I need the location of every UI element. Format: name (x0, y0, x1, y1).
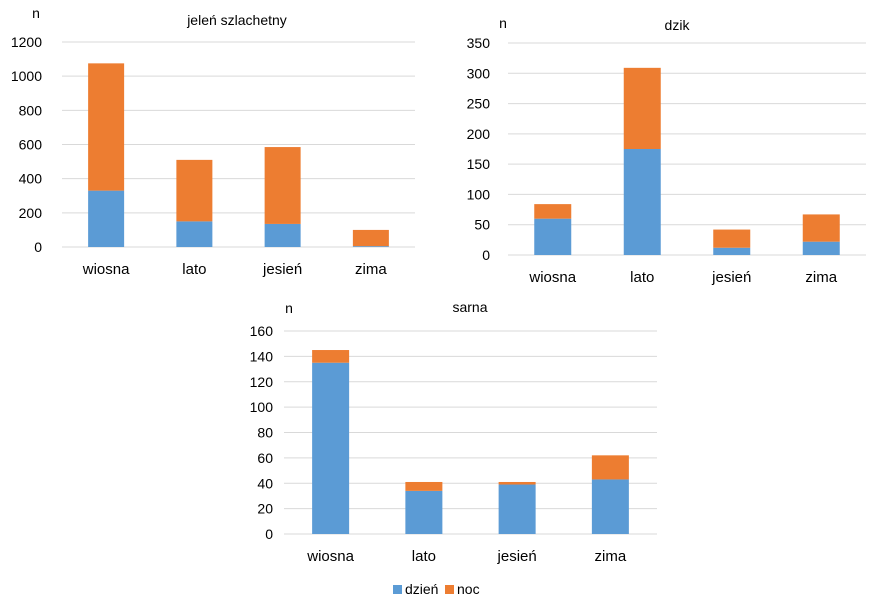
chart-panel-dzik: 0 50 100 150 200 250 300 350 wiosna lato jesień zim… (467, 15, 866, 286)
bar-dzien-zima (591, 479, 629, 534)
bar-dzien-lato (176, 221, 213, 247)
y-tick-label: 0 (482, 247, 490, 263)
y-tick-label: 250 (467, 96, 491, 112)
y-tick-label: 0 (265, 526, 273, 542)
bar-noc-jesien (498, 481, 536, 485)
x-category-label: lato (412, 548, 436, 565)
bar-noc-lato (176, 159, 213, 222)
y-tick-label: 140 (250, 348, 274, 364)
chart-title: jeleń szlachetny (186, 12, 287, 28)
y-axis-label: n (285, 300, 293, 316)
x-category-label: jesień (497, 548, 537, 565)
x-category-label: zima (805, 269, 837, 286)
bar-dzien-wiosna (88, 190, 125, 247)
x-category-label: zima (355, 261, 387, 278)
y-tick-label: 120 (250, 374, 274, 390)
bar-dzien-jesien (264, 223, 301, 247)
y-tick-label: 80 (257, 425, 273, 441)
bar-noc-zima (591, 455, 629, 480)
y-tick-label: 1000 (11, 68, 42, 84)
x-category-label: wiosna (528, 269, 576, 286)
y-axis-label: n (499, 15, 507, 31)
y-tick-label: 200 (19, 205, 43, 221)
bar-noc-jesien (264, 147, 301, 224)
y-axis-label: n (32, 5, 40, 21)
y-tick-label: 200 (467, 126, 491, 142)
bar-dzien-lato (405, 490, 443, 534)
y-tick-label: 1200 (11, 34, 42, 50)
legend-label-noc: noc (457, 581, 480, 597)
y-tick-label: 40 (257, 475, 273, 491)
x-category-label: lato (630, 269, 654, 286)
x-category-label: jesień (262, 261, 302, 278)
y-tick-label: 100 (467, 186, 491, 202)
chart-panel-sarna: 0 20 40 60 80 100 120 140 160 wiosna lato jesień zim… (250, 299, 657, 565)
legend-label-dzien: dzień (405, 581, 438, 597)
chart-title: sarna (452, 299, 487, 315)
bar-dzien-wiosna (312, 362, 350, 534)
x-category-label: zima (595, 548, 627, 565)
bar-noc-lato (623, 67, 661, 149)
bar-noc-lato (405, 481, 443, 491)
bar-dzien-zima (352, 246, 389, 247)
x-category-label: jesień (711, 269, 751, 286)
bar-dzien-jesien (713, 247, 751, 255)
bar-dzien-jesien (498, 484, 536, 534)
bar-dzien-wiosna (534, 218, 572, 255)
bar-dzien-zima (802, 241, 840, 255)
bar-dzien-lato (623, 149, 661, 255)
bar-noc-wiosna (88, 63, 125, 191)
legend: dzień noc (393, 581, 480, 597)
bar-noc-wiosna (312, 350, 350, 363)
y-tick-label: 20 (257, 501, 273, 517)
y-tick-label: 800 (19, 102, 43, 118)
y-tick-label: 600 (19, 137, 43, 153)
y-tick-label: 300 (467, 65, 491, 81)
legend-swatch-noc (445, 585, 454, 594)
bar-noc-zima (352, 229, 389, 247)
y-tick-label: 100 (250, 399, 274, 415)
y-tick-label: 0 (34, 239, 42, 255)
y-tick-label: 350 (467, 35, 491, 51)
x-category-label: wiosna (306, 548, 354, 565)
x-category-label: wiosna (82, 261, 130, 278)
y-tick-label: 160 (250, 323, 274, 339)
y-tick-label: 400 (19, 171, 43, 187)
y-tick-label: 150 (467, 156, 491, 172)
x-category-label: lato (182, 261, 206, 278)
y-tick-label: 60 (257, 450, 273, 466)
bar-noc-zima (802, 214, 840, 242)
chart-title: dzik (665, 17, 691, 33)
y-tick-label: 50 (474, 217, 490, 233)
bar-noc-wiosna (534, 204, 572, 219)
legend-swatch-dzien (393, 585, 402, 594)
chart-panel-jelen-szlachetny: 0 200 400 600 800 1000 1200 wiosna lato jesień zim… (11, 5, 415, 278)
bar-noc-jesien (713, 229, 751, 248)
